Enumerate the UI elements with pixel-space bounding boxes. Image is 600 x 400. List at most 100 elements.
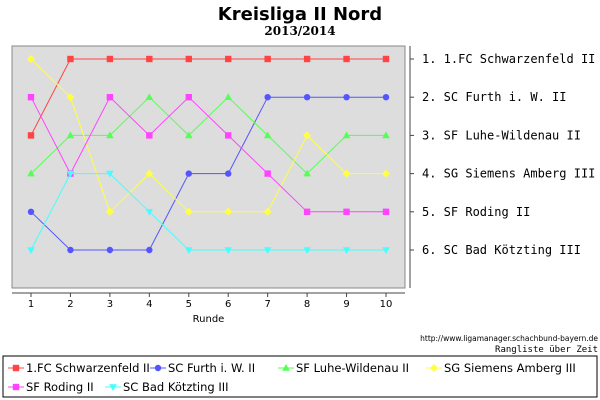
data-point [184, 207, 193, 216]
legend-label: SF Luhe-Wildenau II [296, 361, 409, 375]
source-url: http://www.ligamanager.schachbund-bayern… [420, 334, 598, 343]
data-point [224, 93, 233, 100]
data-point [263, 247, 272, 254]
data-point [303, 131, 312, 140]
data-point [225, 132, 232, 139]
x-tick-label: 7 [264, 299, 270, 310]
series-4 [27, 55, 390, 216]
legend: 1.FC Schwarzenfeld II SC Furth i. W. II SF… [8, 361, 576, 394]
data-point [343, 94, 350, 101]
data-point [224, 207, 233, 216]
legend-marker [430, 364, 438, 372]
data-point [303, 55, 311, 63]
data-point [67, 55, 74, 63]
chart-title: Kreisliga II Nord [218, 4, 382, 25]
data-point [106, 131, 114, 139]
x-tick-label: 1 [28, 299, 34, 310]
data-point [27, 208, 35, 215]
data-point [27, 247, 35, 254]
x-tick-label: 5 [186, 299, 192, 310]
legend-marker [12, 364, 20, 372]
data-point [224, 247, 233, 254]
data-point [145, 209, 154, 216]
data-point [185, 55, 192, 63]
series-line [30, 173, 386, 251]
legend-label: SC Furth i. W. II [168, 361, 255, 375]
data-point [263, 131, 272, 139]
data-point [342, 169, 351, 178]
data-point [303, 169, 311, 177]
legend-item: SF Luhe-Wildenau II [278, 361, 409, 375]
data-point [303, 208, 311, 215]
data-point [264, 55, 271, 63]
data-point [105, 207, 114, 216]
data-point [342, 131, 351, 139]
rank-label: 5. SF Roding II [422, 205, 530, 219]
data-point [27, 94, 35, 101]
x-tick-label: 6 [225, 299, 231, 310]
data-point [146, 132, 153, 139]
data-point [264, 94, 271, 101]
chart-subtitle: 2013/2014 [264, 24, 335, 38]
data-point [146, 246, 153, 254]
rank-label: 2. SC Furth i. W. II [422, 90, 567, 104]
data-point [382, 247, 390, 254]
data-point [225, 170, 232, 177]
footer-label: Rangliste über Zeit [495, 345, 598, 355]
data-point [66, 131, 75, 139]
data-point [106, 94, 114, 101]
data-point [342, 247, 351, 254]
series-2 [27, 94, 390, 254]
data-point [303, 94, 311, 101]
data-point [303, 247, 311, 254]
data-point [343, 55, 350, 63]
legend-box [2, 355, 598, 398]
x-tick-label: 8 [304, 299, 310, 310]
legend-label: SC Bad Kötzting III [123, 380, 229, 394]
data-point [264, 170, 271, 177]
data-point [27, 55, 35, 63]
x-tick-label: 9 [343, 299, 349, 310]
data-point [67, 246, 74, 254]
series-1 [27, 55, 390, 139]
data-point [106, 55, 114, 63]
data-point [382, 94, 390, 101]
x-axis-label: Runde [193, 314, 225, 325]
x-tick-label: 10 [380, 299, 393, 310]
x-axis: 1 2 3 4 5 6 7 8 9 10 [12, 292, 405, 310]
legend-item: SC Furth i. W. II [150, 361, 255, 375]
rank-label: 4. SG Siemens Amberg III [422, 167, 595, 181]
legend-label: 1.FC Schwarzenfeld II [26, 361, 150, 375]
data-point [185, 94, 192, 101]
series-line [30, 58, 386, 213]
data-point [263, 207, 272, 216]
data-point [27, 169, 35, 177]
data-point [184, 131, 193, 139]
data-point [66, 93, 75, 102]
rank-label: 1. 1.FC Schwarzenfeld II [422, 52, 595, 66]
series-line [30, 96, 386, 213]
legend-marker [154, 364, 162, 372]
rank-label: 6. SC Bad Kötzting III [422, 243, 581, 257]
legend-item: 1.FC Schwarzenfeld II [8, 361, 150, 375]
series-6 [27, 170, 390, 254]
legend-item: SC Bad Kötzting III [105, 380, 229, 394]
data-point [185, 170, 192, 177]
data-point [382, 208, 390, 215]
x-tick-label: 4 [146, 299, 152, 310]
x-tick-label: 3 [107, 299, 113, 310]
data-point [145, 169, 154, 178]
data-point [146, 55, 153, 63]
data-point [343, 208, 350, 215]
legend-label: SG Siemens Amberg III [444, 361, 576, 375]
legend-marker [109, 384, 117, 391]
x-tick-label: 2 [67, 299, 73, 310]
rank-label: 3. SF Luhe-Wildenau II [422, 128, 581, 142]
data-point [106, 246, 114, 254]
data-point [184, 247, 193, 254]
data-point [66, 170, 75, 178]
series-line [30, 58, 386, 136]
data-point [382, 131, 390, 139]
data-point [145, 93, 154, 100]
series-layer [27, 55, 390, 254]
